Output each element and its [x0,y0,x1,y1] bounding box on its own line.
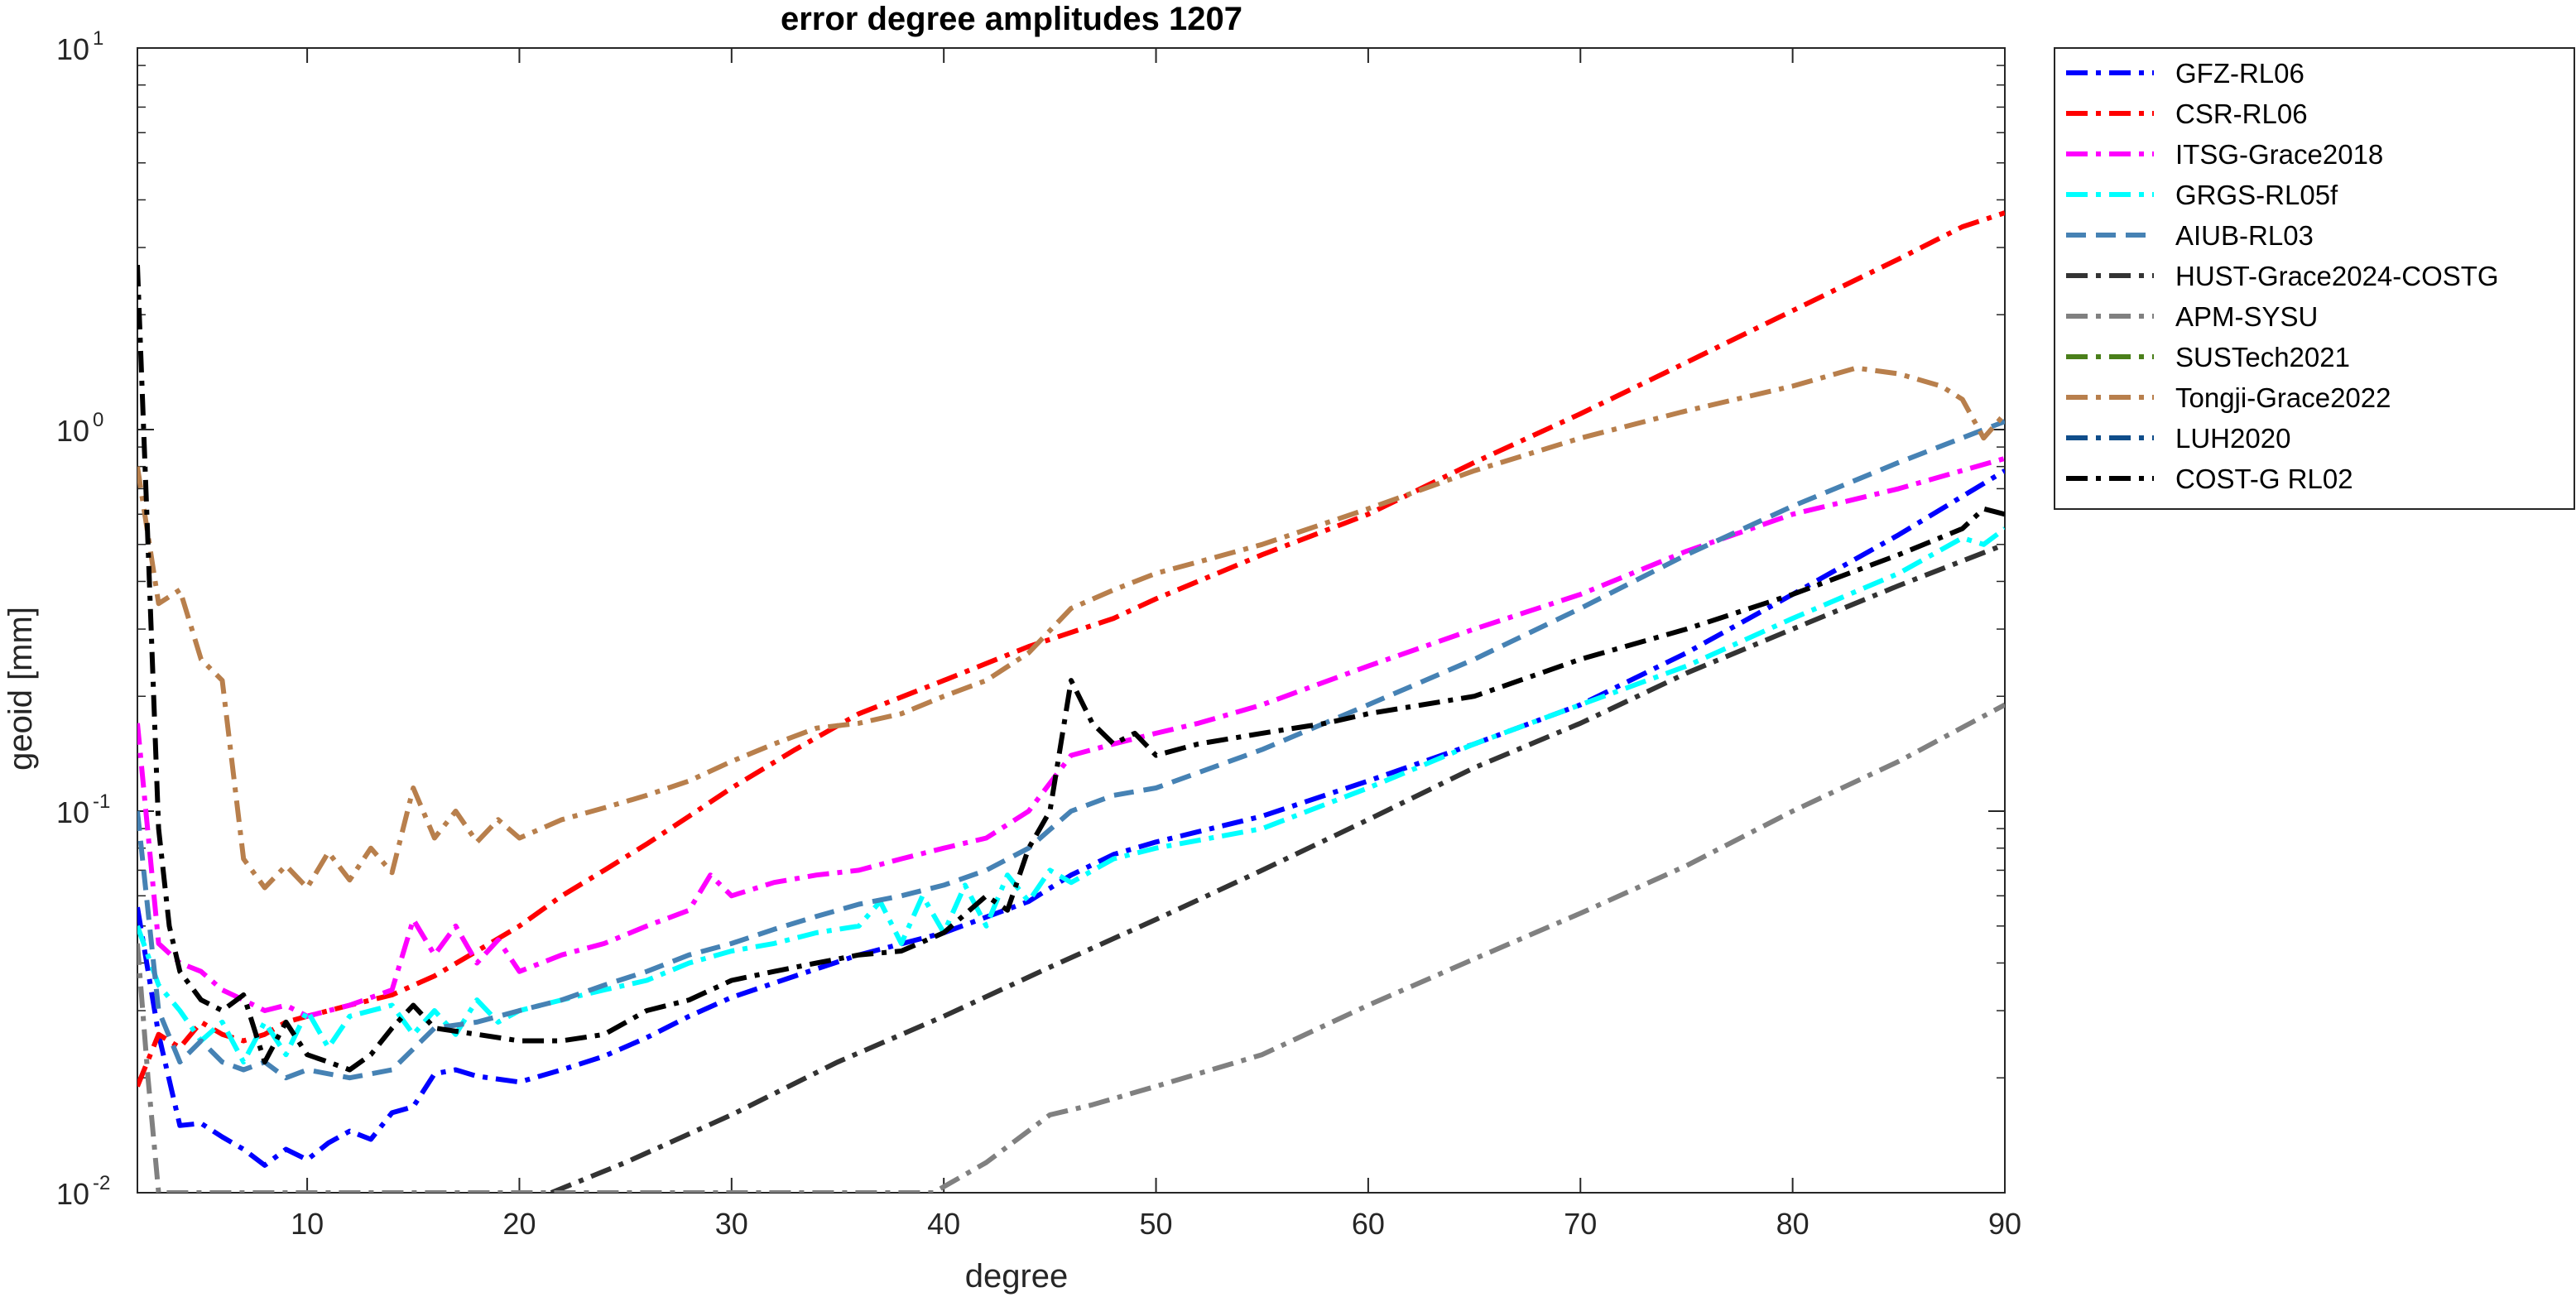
x-axis-label: degree [965,1258,1069,1295]
legend-box [2054,47,2575,510]
series-line-hust-grace2024-costg [550,542,2005,1193]
y-tick-exponent: -2 [93,1172,110,1194]
legend-label-sustech2021: SUSTech2021 [2175,342,2350,372]
series-line-tongji-grace2022 [137,365,2005,891]
series-line-cost-g-rl02 [137,264,2005,1073]
legend-label-gfz-rl06: GFZ-RL06 [2175,58,2304,89]
x-tick-label: 60 [1352,1207,1385,1241]
axes-box [137,47,2006,1194]
legend: GFZ-RL06 CSR-RL06 ITSG-Grace2018 GRGS-RL05f… [2054,47,2575,510]
y-tick-label: 10 [56,795,89,829]
y-axis-label: geoid [mm] [2,607,39,771]
x-tick-label: 80 [1776,1207,1809,1241]
y-tick-label: 10 [56,32,89,66]
legend-label-luh2020: LUH2020 [2175,423,2290,454]
legend-label-apm-sysu: APM-SYSU [2175,301,2318,332]
legend-label-grgs-rl05f: GRGS-RL05f [2175,180,2338,210]
legend-label-aiub-rl03: AIUB-RL03 [2175,220,2314,251]
legend-label-hust-grace2024-costg: HUST-Grace2024-COSTG [2175,261,2499,291]
series-line-grgs-rl05f [137,526,2005,1065]
x-tick-label: 20 [502,1207,536,1241]
x-tick-label: 40 [927,1207,960,1241]
series-line-itsg-grace2018 [137,456,2005,1019]
y-tick-exponent: 0 [93,409,103,431]
legend-label-cost-g-rl02: COST-G RL02 [2175,464,2353,494]
series-line-apm-sysu [137,702,2005,1193]
y-tick-label: 10 [56,414,89,448]
legend-label-itsg-grace2018: ITSG-Grace2018 [2175,139,2383,170]
x-tick-label: 90 [1988,1207,2021,1241]
y-tick-exponent: 1 [93,27,103,50]
legend-label-tongji-grace2022: Tongji-Grace2022 [2175,382,2391,413]
chart-title: error degree amplitudes 1207 [781,1,1242,37]
x-tick-label: 30 [715,1207,748,1241]
y-tick-label: 10 [56,1177,89,1211]
x-tick-label: 10 [291,1207,324,1241]
series-line-gfz-rl06 [137,468,2005,1168]
x-tick-label: 50 [1140,1207,1173,1241]
series-lines [137,210,2005,1193]
legend-label-csr-rl06: CSR-RL06 [2175,98,2308,129]
y-tick-exponent: -1 [93,790,110,813]
x-tick-label: 70 [1564,1207,1597,1241]
